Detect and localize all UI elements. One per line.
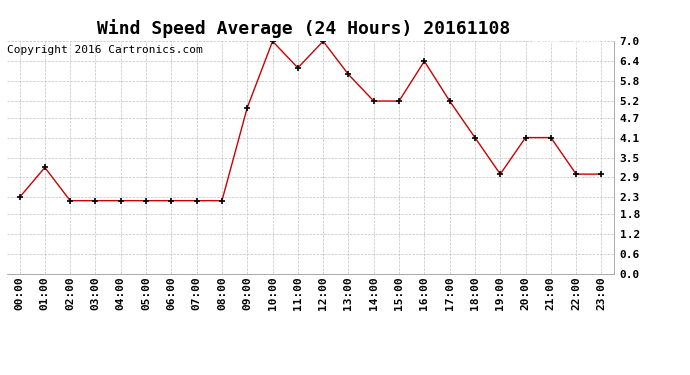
Text: Copyright 2016 Cartronics.com: Copyright 2016 Cartronics.com — [7, 45, 203, 55]
Text: Wind  (mph): Wind (mph) — [532, 37, 607, 47]
Text: Wind Speed Average (24 Hours) 20161108: Wind Speed Average (24 Hours) 20161108 — [97, 19, 510, 38]
